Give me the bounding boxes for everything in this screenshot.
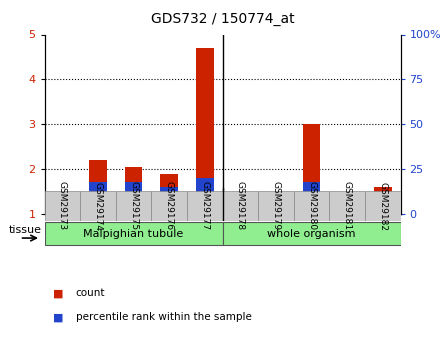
Bar [44, 191, 80, 221]
Text: ■: ■ [53, 313, 64, 322]
Bar [187, 191, 222, 221]
Bar [89, 160, 107, 214]
Bar [222, 191, 258, 221]
Bar [294, 191, 329, 221]
Bar [329, 191, 365, 221]
Bar [160, 187, 178, 214]
Bar [303, 124, 320, 214]
Bar [196, 178, 214, 214]
Bar [53, 198, 71, 214]
Text: GSM29179: GSM29179 [271, 181, 280, 230]
Text: GSM29176: GSM29176 [165, 181, 174, 230]
Text: tissue: tissue [9, 225, 42, 235]
Bar [89, 181, 107, 214]
Bar [125, 167, 142, 214]
Bar [267, 196, 285, 214]
Text: GSM29175: GSM29175 [129, 181, 138, 230]
Bar [44, 222, 222, 245]
Text: whole organism: whole organism [267, 229, 356, 239]
Bar [116, 191, 151, 221]
Text: GSM29181: GSM29181 [343, 181, 352, 230]
Text: GSM29178: GSM29178 [236, 181, 245, 230]
Text: Malpighian tubule: Malpighian tubule [83, 229, 184, 239]
Text: percentile rank within the sample: percentile rank within the sample [76, 313, 251, 322]
Bar [267, 203, 285, 214]
Bar [151, 191, 187, 221]
Bar [125, 181, 142, 214]
Bar [196, 48, 214, 214]
Bar [258, 191, 294, 221]
Bar [231, 199, 249, 214]
Bar [374, 187, 392, 214]
Text: GSM29174: GSM29174 [93, 181, 102, 230]
Bar [303, 181, 320, 214]
Bar [365, 191, 400, 221]
Text: ■: ■ [53, 288, 64, 298]
Text: GSM29173: GSM29173 [58, 181, 67, 230]
Bar [80, 191, 116, 221]
Bar [338, 196, 356, 214]
Bar [374, 193, 392, 214]
Text: count: count [76, 288, 105, 298]
Bar [160, 174, 178, 214]
Bar [231, 209, 249, 214]
Bar [53, 199, 71, 214]
Bar [222, 222, 400, 245]
Text: GSM29182: GSM29182 [378, 181, 387, 230]
Bar [338, 198, 356, 214]
Text: GSM29180: GSM29180 [307, 181, 316, 230]
Text: GDS732 / 150774_at: GDS732 / 150774_at [151, 12, 294, 26]
Text: GSM29177: GSM29177 [200, 181, 209, 230]
